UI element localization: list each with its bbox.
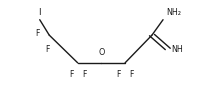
Text: F: F bbox=[35, 29, 40, 38]
Text: F: F bbox=[129, 70, 134, 79]
Text: NH₂: NH₂ bbox=[166, 8, 181, 17]
Text: F: F bbox=[117, 70, 121, 79]
Text: I: I bbox=[39, 8, 41, 17]
Text: O: O bbox=[98, 48, 105, 57]
Text: F: F bbox=[45, 45, 50, 54]
Text: F: F bbox=[82, 70, 86, 79]
Text: NH: NH bbox=[171, 45, 183, 54]
Text: F: F bbox=[69, 70, 73, 79]
